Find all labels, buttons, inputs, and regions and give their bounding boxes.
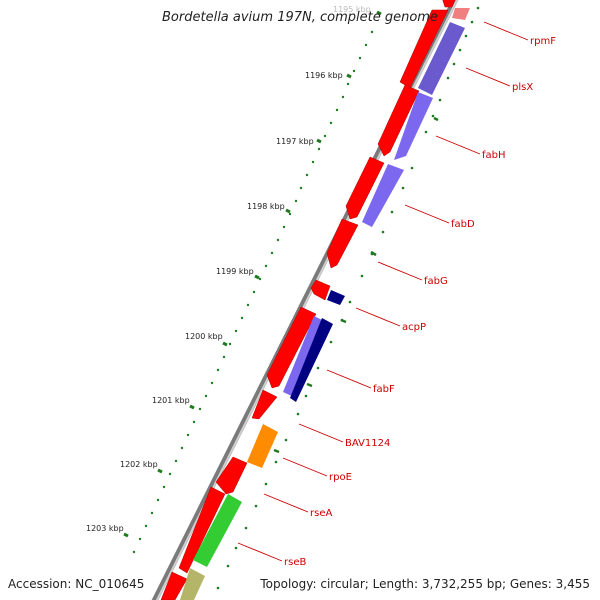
cds-arrow <box>178 486 226 574</box>
genome-title: Bordetella avium 197N, complete genome <box>162 10 438 25</box>
cds-arrow <box>310 279 331 301</box>
accession-label: Accession: NC_010645 <box>8 577 145 591</box>
outer-major-ticks <box>273 116 439 454</box>
cds-arrow <box>362 164 404 227</box>
major-ticks <box>123 10 382 538</box>
topology-label: Topology: circular; Length: 3,732,255 bp… <box>260 577 590 591</box>
tick-label: 1198 kbp <box>247 202 285 211</box>
tick-labels: 1195 kbp 1196 kbp 1197 kbp 1198 kbp 1199… <box>86 5 371 533</box>
tick-label: 1196 kbp <box>305 71 343 80</box>
tick-label: 1201 kbp <box>152 396 190 405</box>
cds-arrow <box>452 8 470 20</box>
cds-arrow <box>266 306 317 389</box>
cds-arrow <box>345 156 385 220</box>
gene-label-rpoE: rpoE <box>329 472 352 483</box>
tick-label: 1199 kbp <box>216 267 254 276</box>
reverse-cds-track <box>180 8 470 600</box>
gene-labels: rpmF plsX fabH fabD fabG acpP fabF BAV11… <box>284 36 556 568</box>
tick-label: 1195 kbp <box>333 5 371 14</box>
tick-label: 1200 kbp <box>185 332 223 341</box>
cds-arrow <box>327 290 345 305</box>
scale-dots <box>132 30 374 554</box>
cds-arrow <box>394 92 433 160</box>
outer-scale-dots <box>216 6 480 590</box>
gene-label-fabG: fabG <box>424 276 448 287</box>
tick-label: 1203 kbp <box>86 524 124 533</box>
cds-arrow <box>326 218 359 269</box>
gene-label-acpP: acpP <box>402 322 426 333</box>
cds-arrow <box>160 571 188 600</box>
cds-arrow <box>193 494 242 567</box>
gene-label-rpmF: rpmF <box>530 36 556 47</box>
gene-label-plsX: plsX <box>512 82 533 93</box>
cds-arrow <box>418 22 465 95</box>
cds-arrow <box>290 318 333 402</box>
cds-arrow <box>247 424 278 468</box>
tick-label: 1197 kbp <box>276 137 314 146</box>
cds-arrow <box>180 568 205 600</box>
gene-label-fabH: fabH <box>482 150 506 161</box>
cds-arrow <box>377 84 420 157</box>
gene-label-rseA: rseA <box>310 508 332 519</box>
cds-arrow <box>442 0 456 8</box>
tick-label: 1202 kbp <box>120 460 158 469</box>
cds-arrow <box>251 389 278 420</box>
gene-label-fabF: fabF <box>373 384 395 395</box>
gene-label-rseB: rseB <box>284 557 306 568</box>
cds-arrow <box>215 456 248 495</box>
gene-label-BAV1124: BAV1124 <box>345 438 390 449</box>
gene-leader-lines <box>237 21 529 562</box>
forward-cds-track <box>160 0 456 600</box>
gene-label-fabD: fabD <box>451 219 475 230</box>
